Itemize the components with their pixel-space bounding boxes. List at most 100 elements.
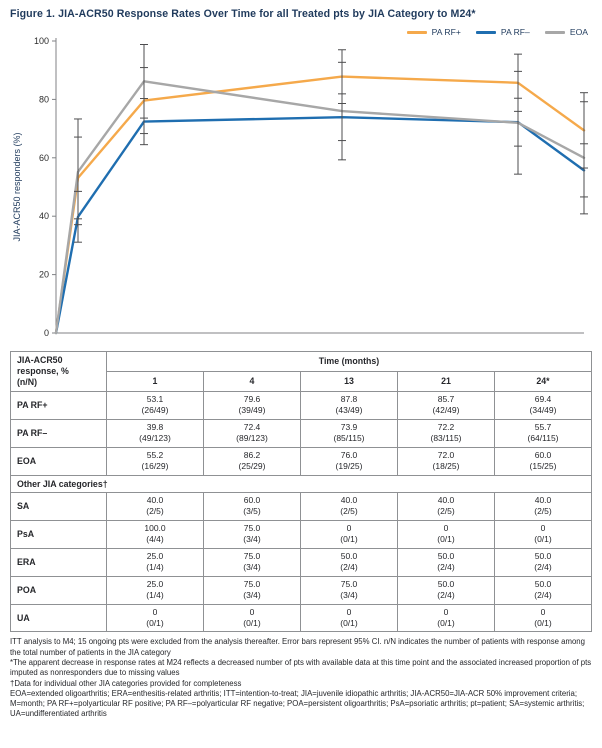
table-head: JIA-ACR50 response, % (n/N) Time (months) 1 4… bbox=[10, 351, 592, 392]
error-bar-eoa-m4 bbox=[140, 44, 148, 119]
value-cell: 0 (0/1) bbox=[494, 519, 592, 549]
value-cell: 0 (0/1) bbox=[300, 603, 398, 633]
row-label: UA bbox=[10, 603, 107, 633]
series-line-pa-rf bbox=[54, 75, 586, 335]
value-cell: 0 (0/1) bbox=[106, 603, 204, 633]
value-cell: 0 (0/1) bbox=[397, 603, 495, 633]
value-cell: 40.0 (2/5) bbox=[300, 491, 398, 521]
row-label: SA bbox=[10, 491, 107, 521]
value-cell: 40.0 (2/5) bbox=[494, 491, 592, 521]
table-row-poa: POA 25.0 (1/4) 75.0 (3/4) 75.0 (3/4) 50.0 (2/4) 5… bbox=[10, 575, 592, 605]
month-header: 1 bbox=[106, 370, 204, 392]
y-tick-label: 80 bbox=[39, 94, 49, 104]
value-cell: 75.0 (3/4) bbox=[203, 575, 301, 605]
footnote: ITT analysis to M4; 15 ongoing pts were … bbox=[10, 637, 585, 657]
y-tick-label: 100 bbox=[34, 36, 49, 46]
error-bar-eoa-m21 bbox=[514, 70, 522, 175]
table-body: PA RF+ 53.1 (26/49) 79.6 (39/49) 87.8 (43/49) 8… bbox=[10, 390, 592, 633]
table-row-psa: PsA 100.0 (4/4) 75.0 (3/4) 0 (0/1) 0 (0/1) 0 (0/1) bbox=[10, 519, 592, 549]
value-cell: 25.0 (1/4) bbox=[106, 547, 204, 577]
y-axis-label: JIA-ACR50 responders (%) bbox=[12, 132, 22, 242]
month-header: 13 bbox=[300, 370, 398, 392]
table-row-eoa: EOA 55.2 (16/29) 86.2 (25/29) 76.0 (19/25) 72.0… bbox=[10, 446, 592, 476]
value-cell: 50.0 (2/4) bbox=[494, 547, 592, 577]
chart-svg: 0 20 40 60 80 100 bbox=[34, 36, 588, 338]
row-label: EOA bbox=[10, 446, 107, 476]
value-cell: 50.0 (2/4) bbox=[397, 575, 495, 605]
footnote: EOA=extended oligoarthritis; ERA=enthesi… bbox=[10, 688, 585, 719]
y-tick-label: 20 bbox=[39, 270, 49, 280]
legend-item-pa-rf: PA RF– bbox=[475, 27, 530, 37]
legend-line-swatch bbox=[544, 30, 565, 34]
y-tick-label: 0 bbox=[44, 328, 49, 338]
value-cell: 60.0 (15/25) bbox=[494, 446, 592, 476]
value-cell: 55.7 (64/115) bbox=[494, 418, 592, 448]
response-table: JIA-ACR50 response, % (n/N) Time (months) 1 4… bbox=[10, 351, 592, 633]
y-tick-label: 60 bbox=[39, 153, 49, 163]
error-bar-eoa-m1 bbox=[74, 118, 82, 226]
response-chart: PA RF+ PA RF– EOA JIA-ACR50 responders (%)… bbox=[10, 25, 592, 343]
row-label: ERA bbox=[10, 547, 107, 577]
error-bar-eoa-m24 bbox=[580, 101, 588, 215]
legend-line-swatch bbox=[475, 30, 496, 34]
value-cell: 0 (0/1) bbox=[203, 603, 301, 633]
legend-label: PA RF– bbox=[500, 27, 530, 37]
value-cell: 72.2 (83/115) bbox=[397, 418, 495, 448]
value-cell: 0 (0/1) bbox=[494, 603, 592, 633]
legend-label: EOA bbox=[569, 27, 588, 37]
table-row-ua: UA 0 (0/1) 0 (0/1) 0 (0/1) 0 (0/1) 0 (0/1) bbox=[10, 603, 592, 633]
chart-legend: PA RF+ PA RF– EOA bbox=[406, 27, 588, 37]
legend-item-eoa: EOA bbox=[544, 27, 588, 37]
row-label: PA RF+ bbox=[10, 390, 107, 420]
legend-item-pa-rf: PA RF+ bbox=[406, 27, 461, 37]
time-months-header: Time (months) bbox=[106, 351, 592, 372]
value-cell: 50.0 (2/4) bbox=[494, 575, 592, 605]
value-cell: 100.0 (4/4) bbox=[106, 519, 204, 549]
value-cell: 40.0 (2/5) bbox=[106, 491, 204, 521]
value-cell: 76.0 (19/25) bbox=[300, 446, 398, 476]
legend-label: PA RF+ bbox=[431, 27, 461, 37]
value-cell: 69.4 (34/49) bbox=[494, 390, 592, 420]
value-cell: 86.2 (25/29) bbox=[203, 446, 301, 476]
table-row-pa-rf: PA RF+ 53.1 (26/49) 79.6 (39/49) 87.8 (43/49) 8… bbox=[10, 390, 592, 420]
value-cell: 75.0 (3/4) bbox=[300, 575, 398, 605]
row-label: PA RF– bbox=[10, 418, 107, 448]
value-cell: 40.0 (2/5) bbox=[397, 491, 495, 521]
table-row-pa-rf: PA RF– 39.8 (49/123) 72.4 (89/123) 73.9 (85/11… bbox=[10, 418, 592, 448]
value-cell: 87.8 (43/49) bbox=[300, 390, 398, 420]
row-label: PsA bbox=[10, 519, 107, 549]
error-bar-eoa-m13 bbox=[338, 61, 346, 161]
value-cell: 0 (0/1) bbox=[397, 519, 495, 549]
legend-line-swatch bbox=[406, 30, 427, 34]
footnotes: ITT analysis to M4; 15 ongoing pts were … bbox=[10, 637, 592, 719]
footnote: *The apparent decrease in response rates… bbox=[10, 658, 592, 678]
table-row-sa: SA 40.0 (2/5) 60.0 (3/5) 40.0 (2/5) 40.0 (2/5) 40… bbox=[10, 491, 592, 521]
value-cell: 85.7 (42/49) bbox=[397, 390, 495, 420]
row-label: POA bbox=[10, 575, 107, 605]
corner-header: JIA-ACR50 response, % (n/N) bbox=[10, 351, 107, 392]
value-cell: 55.2 (16/29) bbox=[106, 446, 204, 476]
table-row-era: ERA 25.0 (1/4) 75.0 (3/4) 50.0 (2/4) 50.0 (2/4) 5… bbox=[10, 547, 592, 577]
figure-title: Figure 1. JIA-ACR50 Response Rates Over … bbox=[10, 8, 476, 20]
value-cell: 79.6 (39/49) bbox=[203, 390, 301, 420]
value-cell: 50.0 (2/4) bbox=[397, 547, 495, 577]
value-cell: 0 (0/1) bbox=[300, 519, 398, 549]
value-cell: 72.4 (89/123) bbox=[203, 418, 301, 448]
value-cell: 60.0 (3/5) bbox=[203, 491, 301, 521]
value-cell: 39.8 (49/123) bbox=[106, 418, 204, 448]
series-line-pa-rf bbox=[54, 115, 586, 335]
section-header-other-jia-categories: Other JIA categories† bbox=[10, 474, 592, 493]
month-header: 4 bbox=[203, 370, 301, 392]
series-line-eoa bbox=[54, 80, 586, 335]
footnote: †Data for individual other JIA categorie… bbox=[10, 678, 242, 688]
month-header: 21 bbox=[397, 370, 495, 392]
y-tick-label: 40 bbox=[39, 211, 49, 221]
value-cell: 73.9 (85/115) bbox=[300, 418, 398, 448]
value-cell: 53.1 (26/49) bbox=[106, 390, 204, 420]
value-cell: 75.0 (3/4) bbox=[203, 519, 301, 549]
value-cell: 50.0 (2/4) bbox=[300, 547, 398, 577]
value-cell: 25.0 (1/4) bbox=[106, 575, 204, 605]
value-cell: 72.0 (18/25) bbox=[397, 446, 495, 476]
month-header: 24* bbox=[494, 370, 592, 392]
